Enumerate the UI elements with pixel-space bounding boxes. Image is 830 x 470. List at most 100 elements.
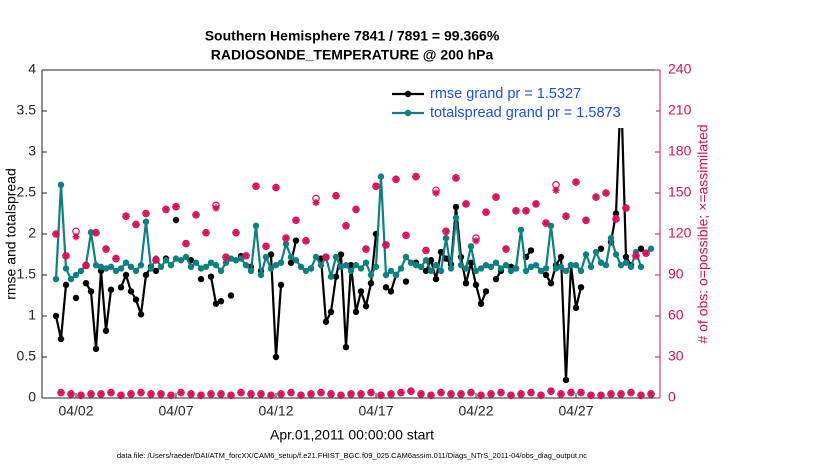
obs-assimilated (252, 182, 260, 190)
obs-assimilated (457, 390, 465, 398)
obs-assimilated (312, 198, 320, 207)
y2-tick-label: 150 (668, 184, 692, 200)
x-tick-label: 04/17 (358, 403, 393, 419)
data-point (637, 245, 645, 252)
data-point (467, 259, 475, 266)
y-tick-label: 2.5 (17, 184, 37, 200)
obs-assimilated (282, 234, 290, 242)
obs-assimilated (637, 391, 645, 399)
data-point (192, 259, 200, 266)
legend-dot (404, 90, 412, 98)
data-point (207, 273, 215, 280)
obs-assimilated (222, 253, 230, 261)
y2-tick-label: 120 (668, 225, 692, 241)
obs-assimilated (97, 390, 105, 398)
data-point (232, 257, 240, 264)
obs-assimilated (127, 390, 135, 398)
data-point (502, 261, 510, 269)
data-point (542, 271, 550, 279)
obs-assimilated (412, 173, 420, 181)
data-point (582, 251, 590, 258)
obs-assimilated (192, 211, 200, 219)
obs-assimilated (582, 216, 590, 224)
data-point (577, 284, 585, 291)
obs-assimilated (352, 205, 360, 213)
data-point (197, 265, 205, 272)
data-point (367, 280, 375, 287)
data-point (487, 263, 495, 270)
obs-assimilated (467, 388, 475, 397)
data-point (57, 335, 65, 343)
data-point (352, 308, 360, 316)
data-point (212, 261, 220, 269)
data-point (382, 271, 390, 279)
data-point (327, 308, 335, 316)
data-point (287, 259, 295, 266)
data-point (437, 267, 445, 275)
data-point (127, 288, 135, 295)
data-point (462, 265, 470, 272)
data-point (107, 286, 115, 293)
data-point (147, 265, 155, 272)
data-point (332, 253, 340, 261)
data-point (217, 298, 225, 305)
obs-assimilated (562, 212, 570, 220)
data-point (587, 263, 595, 270)
obs-assimilated (237, 388, 245, 397)
data-point (442, 234, 450, 242)
y-tick-label: 2 (28, 225, 36, 241)
data-point (427, 267, 435, 275)
data-point (132, 267, 140, 275)
obs-assimilated (497, 388, 505, 397)
data-point (262, 253, 270, 261)
obs-assimilated (397, 388, 405, 397)
data-point (377, 173, 385, 180)
data-point (462, 280, 470, 287)
data-point (432, 275, 440, 283)
data-point (512, 265, 520, 272)
obs-assimilated (507, 391, 515, 399)
data-point (152, 267, 160, 275)
obs-assimilated (462, 200, 470, 208)
obs-assimilated (367, 388, 375, 397)
data-point (52, 275, 60, 283)
data-point (522, 267, 530, 275)
obs-assimilated (292, 216, 300, 224)
data-point (222, 259, 230, 266)
data-point (507, 267, 515, 275)
data-point (412, 261, 420, 269)
x-tick-label: 04/12 (258, 403, 293, 419)
x-tick-label: 04/22 (458, 403, 493, 419)
data-point (612, 251, 620, 258)
data-point (477, 265, 485, 272)
obs-assimilated (372, 182, 380, 190)
data-point (122, 271, 130, 279)
data-point (562, 376, 570, 384)
obs-assimilated (407, 387, 415, 395)
obs-assimilated (272, 183, 280, 192)
obs-assimilated (482, 208, 490, 216)
data-point (557, 253, 565, 261)
data-point (482, 261, 490, 269)
obs-assimilated (597, 391, 605, 399)
data-point (492, 275, 500, 283)
data-point (597, 245, 605, 252)
obs-assimilated (132, 220, 140, 229)
data-point (542, 265, 550, 272)
data-point (332, 273, 340, 280)
obs-assimilated (207, 390, 215, 398)
data-point (347, 267, 355, 275)
chart-subtitle: RADIOSONDE_TEMPERATURE @ 200 hPa (211, 47, 494, 63)
y2-axis-label: # of obs: o=possible; ×=assimilated (695, 124, 711, 343)
data-point (267, 251, 275, 258)
data-point (517, 226, 525, 234)
data-point (422, 267, 430, 275)
obs-assimilated (162, 205, 170, 213)
obs-assimilated (337, 391, 345, 399)
data-point (102, 327, 110, 334)
data-point (322, 318, 330, 325)
series-line (85, 270, 113, 349)
obs-assimilated (172, 203, 180, 211)
data-point (72, 271, 80, 279)
series-line (54, 284, 68, 340)
